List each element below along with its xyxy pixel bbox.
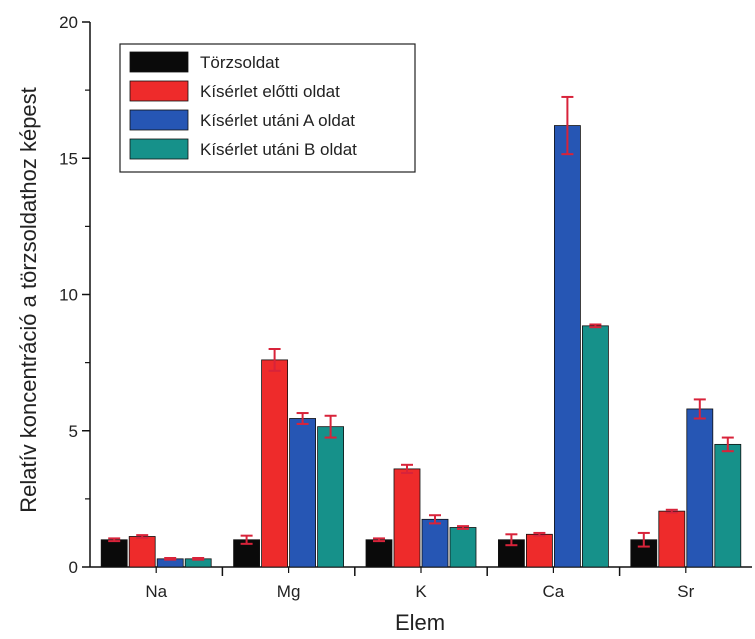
- x-axis-title: Elem: [395, 610, 445, 635]
- bar-k-series-4: [449, 527, 477, 568]
- bar-k-series-3: [421, 518, 449, 568]
- y-tick-label: 5: [69, 422, 78, 441]
- legend-swatch-series-4: [129, 138, 189, 160]
- bar-sr-series-3: [686, 408, 714, 568]
- legend: Törzsoldat Kísérlet előtti oldat Kísérlet …: [119, 43, 416, 173]
- y-axis-title: Relatív koncentráció a törzsoldathoz kép…: [16, 87, 41, 513]
- bar-mg-series-4: [317, 426, 345, 568]
- x-tick-label-k: K: [415, 582, 427, 601]
- bars-group: [100, 125, 742, 568]
- bar-ca-series-3: [554, 125, 581, 568]
- bar-ca-series-4: [582, 325, 609, 568]
- bar-mg-series-3: [289, 418, 317, 568]
- x-tick-label-sr: Sr: [677, 582, 694, 601]
- x-tick-label-na: Na: [145, 582, 167, 601]
- bar-na-series-1: [100, 539, 128, 568]
- x-tick-label-mg: Mg: [277, 582, 301, 601]
- bar-na-series-2: [128, 536, 156, 568]
- legend-swatch-series-1: [129, 51, 189, 73]
- bar-ca-series-2: [526, 533, 553, 568]
- y-tick-label: 20: [59, 13, 78, 32]
- y-tick-label: 0: [69, 558, 78, 577]
- legend-swatch-series-2: [129, 80, 189, 102]
- bar-sr-series-2: [658, 510, 686, 568]
- x-tick-label-ca: Ca: [543, 582, 565, 601]
- legend-label-series-1: Törzsoldat: [200, 53, 280, 72]
- y-tick-label: 15: [59, 149, 78, 168]
- bar-mg-series-2: [261, 359, 289, 568]
- bar-sr-series-4: [714, 443, 742, 568]
- legend-label-series-4: Kísérlet utáni B oldat: [200, 140, 357, 159]
- error-bars-group: [108, 95, 734, 561]
- y-tick-label: 10: [59, 286, 78, 305]
- bar-k-series-1: [365, 539, 393, 568]
- legend-label-series-2: Kísérlet előtti oldat: [200, 82, 340, 101]
- bar-mg-series-1: [233, 539, 261, 568]
- legend-label-series-3: Kísérlet utáni A oldat: [200, 111, 355, 130]
- legend-swatch-series-3: [129, 109, 189, 131]
- bar-k-series-2: [393, 468, 421, 568]
